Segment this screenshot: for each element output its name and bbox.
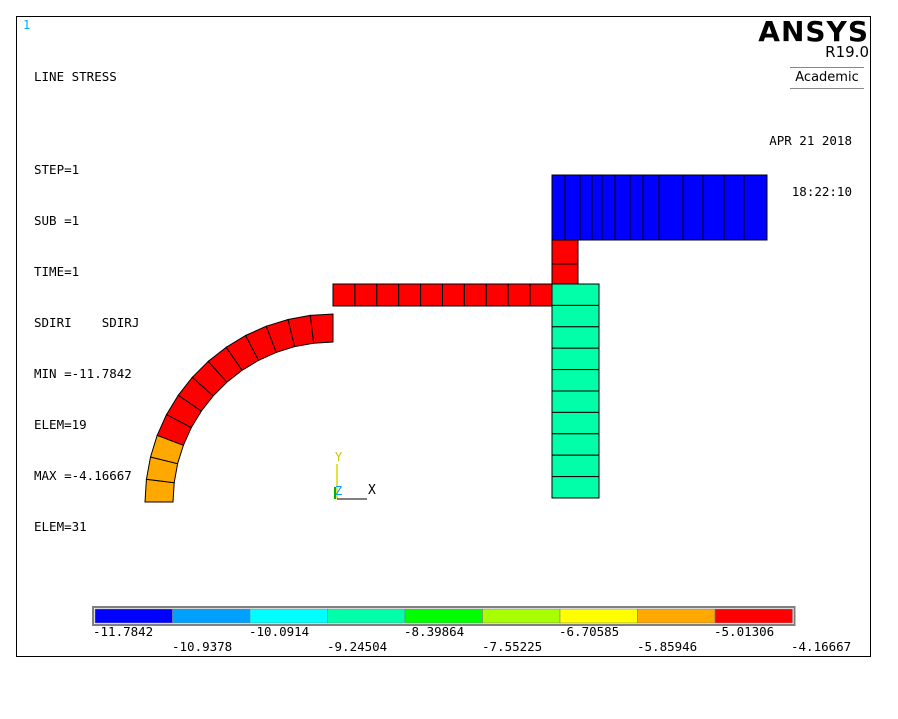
block-element [579, 174, 593, 241]
column-element [551, 454, 600, 478]
min-element: ELEM=19 [34, 417, 87, 432]
triad-y-label: Y [335, 450, 343, 464]
horizontal-pipe-elements [332, 283, 553, 307]
block-element [658, 174, 684, 241]
block-element [614, 174, 631, 241]
pipe-element [309, 313, 334, 344]
ansys-logo: ANSYS R19.0 Academic [740, 15, 870, 107]
step-label: STEP=1 [34, 162, 80, 177]
coordinate-triad: Y Z X [334, 450, 376, 500]
column-element [551, 283, 600, 306]
legend-swatch [94, 608, 173, 624]
block-element [743, 174, 768, 241]
window-number: 1 [23, 18, 31, 32]
legend-label: -11.7842 [93, 624, 154, 639]
min-value: MIN =-11.7842 [34, 366, 132, 381]
block-element [551, 174, 566, 241]
timestamp-date: APR 21 2018 [769, 133, 852, 148]
block-element [591, 174, 603, 241]
block-element [682, 174, 704, 241]
model-view: Y Z X [92, 174, 796, 626]
legend-frame [92, 606, 796, 626]
time-label: TIME=1 [34, 264, 80, 279]
block-element [702, 174, 725, 241]
top-block-elements [551, 174, 768, 241]
timestamp: APR 21 2018 18:22:10 [769, 98, 852, 234]
legend-label: -6.70585 [559, 624, 620, 639]
column-element [551, 411, 600, 435]
max-value: MAX =-4.16667 [34, 468, 132, 483]
pipe-element [485, 283, 509, 307]
riser-element [551, 239, 579, 265]
block-element [601, 174, 616, 241]
timestamp-time: 18:22:10 [791, 184, 852, 199]
brand-edition: Academic [790, 67, 864, 89]
result-info-block: LINE STRESS STEP=1 SUB =1 TIME=1 SDIRI S… [34, 34, 139, 569]
column-elements [551, 283, 600, 499]
column-element [551, 347, 600, 371]
legend-swatch [249, 608, 328, 624]
max-element: ELEM=31 [34, 519, 87, 534]
legend-swatch [714, 608, 793, 624]
pipe-element [398, 283, 422, 307]
legend-swatch [404, 608, 483, 624]
pipe-element [507, 283, 531, 307]
block-element [723, 174, 745, 241]
plot-title: LINE STRESS [34, 69, 117, 84]
pipe-element [332, 283, 356, 307]
column-element [551, 433, 600, 456]
brand-name: ANSYS [758, 15, 869, 48]
block-element [642, 174, 660, 241]
block-element [564, 174, 581, 241]
result-components: SDIRI SDIRJ [34, 315, 140, 330]
legend-label: -7.55225 [482, 639, 543, 654]
column-element [551, 304, 600, 328]
contour-legend-bar [92, 606, 796, 626]
triad-z-label: Z [335, 484, 342, 498]
pipe-element [442, 283, 465, 307]
triad-x-label: X [368, 483, 376, 498]
legend-label: -9.24504 [327, 639, 388, 654]
legend-label: -10.9378 [172, 639, 233, 654]
legend-swatch [327, 608, 406, 624]
legend-swatch [637, 608, 716, 624]
legend-label: -5.01306 [714, 624, 775, 639]
column-element [551, 369, 600, 392]
pipe-element [463, 283, 487, 307]
pipe-element [376, 283, 400, 307]
substep-label: SUB =1 [34, 213, 80, 228]
column-element [551, 390, 600, 413]
riser-elements [551, 239, 579, 285]
column-element [551, 326, 600, 349]
legend-label: -8.39864 [404, 624, 465, 639]
legend-label: -4.16667 [791, 639, 852, 654]
legend-swatch [172, 608, 251, 624]
legend-label: -5.85946 [637, 639, 698, 654]
legend-swatch [482, 608, 561, 624]
block-element [629, 174, 644, 241]
legend-label: -10.0914 [249, 624, 310, 639]
graphics-viewport[interactable]: 1 LINE STRESS STEP=1 SUB =1 TIME=1 SDIRI… [16, 15, 871, 657]
pipe-element [144, 478, 175, 503]
legend-swatch [559, 608, 638, 624]
column-element [551, 476, 600, 499]
curved-pipe-elements [144, 313, 334, 503]
brand-version: R19.0 [825, 43, 869, 61]
pipe-element [529, 283, 553, 307]
pipe-element [420, 283, 444, 307]
pipe-element [354, 283, 378, 307]
riser-element [551, 263, 579, 285]
